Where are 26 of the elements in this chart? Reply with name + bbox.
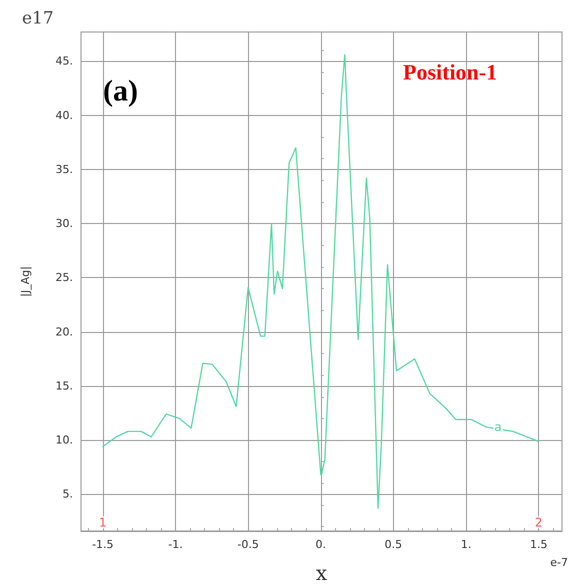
x-tick-label: 1.5	[530, 538, 548, 551]
x-tick-label: -1.	[168, 538, 183, 551]
y-tick-label: 30.	[56, 217, 73, 230]
y-tick-label: 20.	[56, 325, 73, 338]
y-tick-label: 40.	[56, 108, 73, 122]
x-tick-label: 1.	[460, 538, 472, 551]
y-tick-label: 35.	[56, 162, 73, 176]
y-tick-label: 5.	[62, 488, 73, 501]
annotation: a	[494, 420, 502, 434]
annotation: Position-1	[403, 60, 498, 84]
y-tick-label: 25.	[56, 271, 73, 284]
text: e17	[22, 8, 54, 28]
x-tick-label: 0.	[316, 538, 326, 551]
x-tick-label: -1.5	[92, 538, 114, 551]
y-tick-label: 15.	[56, 379, 73, 392]
annotation: (a)	[103, 74, 138, 108]
x-tick-label: 0.5	[384, 538, 402, 551]
annotation: 2	[534, 515, 543, 530]
y-tick-label: 45.	[56, 54, 73, 68]
y-axis-title: |J_Ag|	[19, 266, 32, 297]
text: e-7	[550, 556, 568, 569]
line-series	[102, 54, 539, 509]
annotation: 1	[98, 515, 107, 530]
y-tick-label: 10.	[56, 434, 73, 447]
x-axis-title: x	[316, 561, 328, 585]
x-tick-label: -0.5	[237, 538, 259, 551]
